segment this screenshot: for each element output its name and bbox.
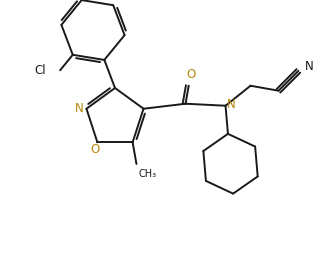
Text: CH₃: CH₃ bbox=[138, 169, 157, 179]
Text: O: O bbox=[91, 143, 100, 156]
Text: N: N bbox=[75, 102, 84, 115]
Text: O: O bbox=[186, 68, 195, 81]
Text: N: N bbox=[227, 98, 235, 111]
Text: Cl: Cl bbox=[34, 64, 46, 77]
Text: N: N bbox=[305, 60, 314, 73]
